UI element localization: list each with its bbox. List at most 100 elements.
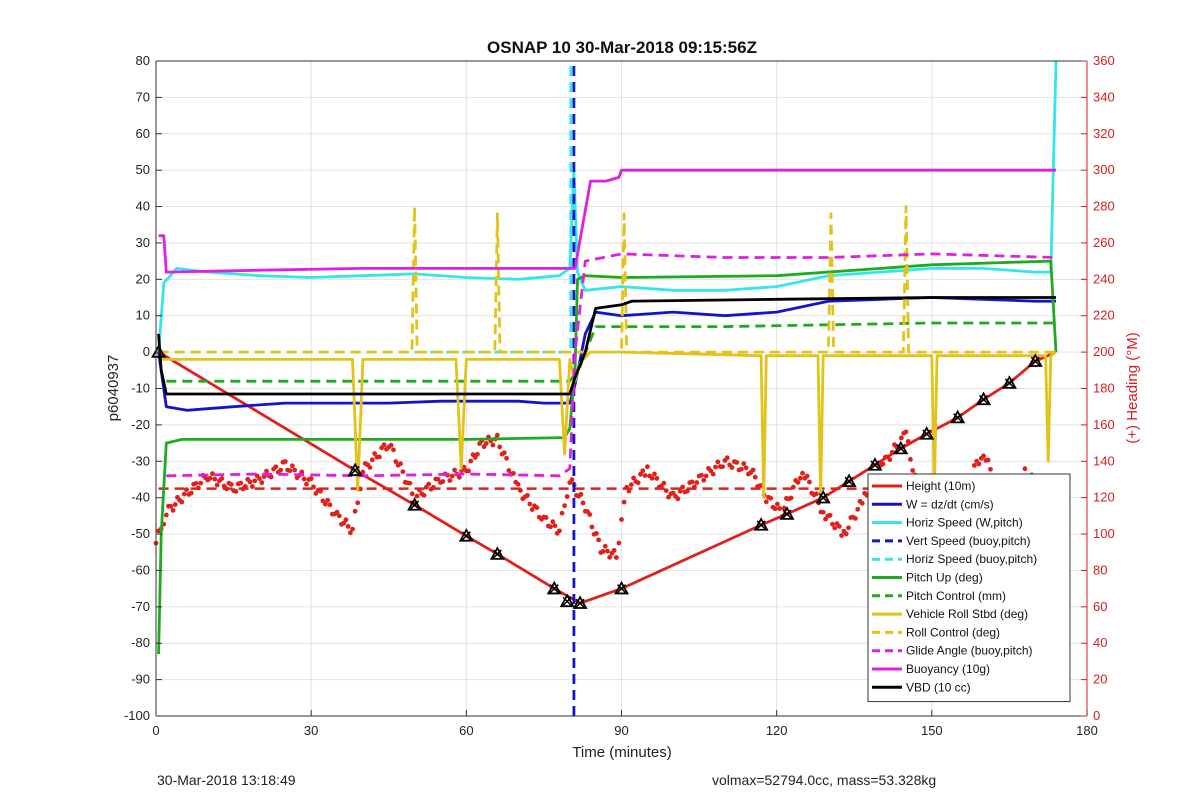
heading-point bbox=[497, 444, 503, 450]
marker-triangle bbox=[559, 593, 575, 608]
series-line-9 bbox=[166, 252, 1057, 478]
heading-point bbox=[739, 466, 744, 472]
marker-cross bbox=[461, 531, 471, 541]
heading-point bbox=[578, 492, 584, 497]
heading-point bbox=[589, 524, 595, 530]
heading-point bbox=[468, 458, 474, 464]
heading-point bbox=[475, 451, 480, 457]
heading-point bbox=[741, 461, 747, 467]
y2-tick-label: 260 bbox=[1093, 235, 1115, 250]
heading-point bbox=[466, 468, 471, 474]
heading-point bbox=[720, 464, 725, 470]
y-tick-label: 70 bbox=[136, 89, 150, 104]
heading-point bbox=[372, 451, 378, 456]
heading-point bbox=[525, 492, 530, 498]
heading-point bbox=[264, 468, 269, 474]
heading-point bbox=[813, 491, 819, 497]
heading-point bbox=[804, 473, 810, 479]
waypoint-marker bbox=[950, 409, 966, 424]
series-line-5 bbox=[157, 259, 1058, 655]
x-tick-label: 180 bbox=[1076, 723, 1098, 738]
y2-tick-label: 20 bbox=[1093, 672, 1107, 687]
waypoint-marker bbox=[815, 489, 831, 504]
x-tick-label: 90 bbox=[614, 723, 628, 738]
heading-point bbox=[308, 476, 314, 481]
y2-tick-label: 180 bbox=[1093, 381, 1115, 396]
y2-tick-label: 340 bbox=[1093, 89, 1115, 104]
heading-point bbox=[976, 461, 982, 467]
heading-point bbox=[388, 442, 394, 448]
waypoint-marker bbox=[407, 497, 423, 511]
waypoint-marker bbox=[919, 426, 935, 440]
heading-point bbox=[593, 531, 599, 536]
y2-axis-label: (+) Heading (°M) bbox=[1124, 332, 1141, 443]
y2-tick-label: 240 bbox=[1093, 271, 1115, 286]
heading-point bbox=[414, 493, 420, 499]
marker-cross bbox=[818, 493, 828, 503]
heading-point bbox=[564, 494, 570, 499]
heading-point bbox=[626, 488, 632, 494]
heading-point bbox=[347, 530, 353, 536]
heading-point bbox=[534, 505, 540, 510]
heading-point bbox=[611, 548, 617, 553]
y2-tick-label: 300 bbox=[1093, 162, 1115, 177]
waypoint-marker bbox=[559, 593, 575, 608]
legend: Height (10m) W = dz/dt (cm/s) Horiz Speed … bbox=[867, 473, 1071, 703]
marker-cross bbox=[896, 444, 906, 454]
heading-point bbox=[350, 526, 355, 532]
y-tick-label: -10 bbox=[131, 381, 150, 396]
heading-point bbox=[642, 473, 648, 478]
heading-point bbox=[318, 488, 323, 494]
series-layer bbox=[151, 60, 1058, 716]
heading-point bbox=[322, 501, 328, 507]
y-tick-label: -80 bbox=[131, 635, 150, 650]
heading-point bbox=[699, 472, 704, 478]
heading-point bbox=[367, 465, 373, 470]
legend-entry: Buoyancy (10g) bbox=[906, 662, 990, 676]
heading-point bbox=[775, 501, 780, 507]
heading-point bbox=[613, 555, 619, 560]
waypoint-marker bbox=[347, 462, 363, 477]
heading-point bbox=[355, 500, 361, 506]
heading-point bbox=[195, 485, 201, 491]
marker-cross bbox=[1004, 378, 1014, 388]
heading-point bbox=[981, 453, 986, 459]
heading-point bbox=[170, 507, 176, 513]
y-tick-label: -30 bbox=[131, 453, 150, 468]
heading-point bbox=[233, 489, 239, 494]
heading-point bbox=[163, 512, 169, 518]
heading-point bbox=[426, 481, 432, 487]
heading-point bbox=[416, 487, 422, 493]
heading-point bbox=[483, 441, 489, 446]
marker-cross bbox=[562, 596, 572, 606]
heading-point bbox=[557, 528, 562, 534]
marker-cross bbox=[782, 509, 792, 519]
heading-point bbox=[289, 463, 295, 469]
heading-point bbox=[543, 515, 549, 520]
x-tick-label: 150 bbox=[921, 723, 943, 738]
heading-point bbox=[398, 461, 403, 467]
heading-point bbox=[724, 455, 730, 461]
heading-point bbox=[273, 464, 279, 470]
heading-point bbox=[675, 496, 681, 502]
heading-point bbox=[287, 468, 293, 474]
heading-point bbox=[179, 499, 185, 505]
y-tick-label: 20 bbox=[136, 271, 150, 286]
heading-point bbox=[605, 548, 610, 554]
marker-triangle bbox=[779, 506, 795, 520]
heading-point bbox=[552, 523, 558, 529]
marker-triangle bbox=[572, 595, 588, 609]
marker-triangle bbox=[815, 489, 831, 504]
heading-point bbox=[800, 470, 805, 476]
heading-point bbox=[887, 457, 893, 463]
heading-point bbox=[602, 543, 608, 549]
chart-title: OSNAP 10 30-Mar-2018 09:15:56Z bbox=[487, 38, 757, 57]
y-tick-label: 60 bbox=[136, 126, 150, 141]
heading-point bbox=[569, 477, 575, 483]
marker-cross bbox=[953, 413, 963, 423]
heading-point bbox=[527, 501, 533, 507]
heading-point bbox=[341, 520, 347, 526]
heading-point bbox=[752, 474, 758, 480]
legend-entry: Vehicle Roll Stbd (deg) bbox=[906, 607, 1028, 621]
